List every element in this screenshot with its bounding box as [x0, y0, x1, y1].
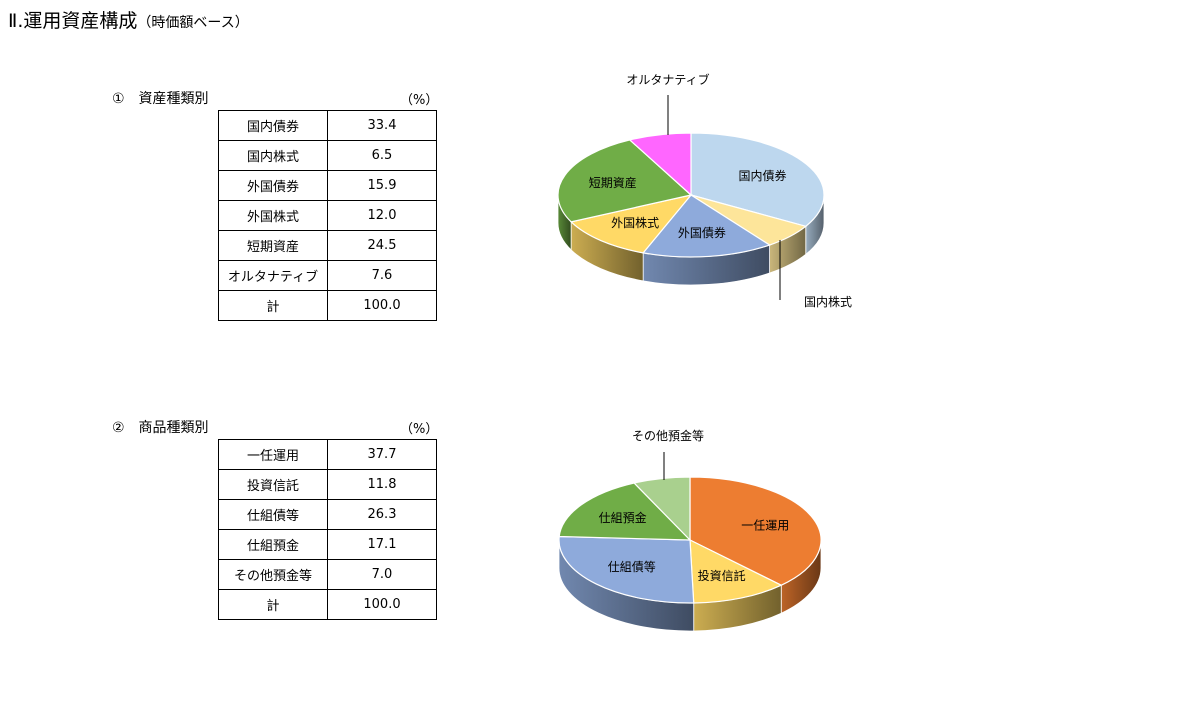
row-value: 15.9 [327, 170, 437, 201]
row-label: 国内債券 [218, 110, 328, 141]
pie-slice [632, 476, 691, 542]
row-value: 6.5 [327, 140, 437, 171]
table-row: 仕組債等 26.3 [218, 499, 437, 530]
row-value: 24.5 [327, 230, 437, 261]
title-text: Ⅱ.運用資産構成 [8, 10, 138, 32]
row-value: 100.0 [327, 290, 437, 321]
pie-slice [689, 539, 783, 604]
pie-slice [642, 194, 771, 258]
row-value: 100.0 [327, 589, 437, 620]
unit-label: （%） [400, 422, 439, 437]
pie-label: 仕組債等 [608, 559, 656, 574]
row-label: 外国債券 [218, 170, 328, 201]
product-table: 一任運用 37.7 投資信託 11.8 仕組債等 26.3 仕組預金 17.1 その他預金等 7.… [218, 439, 437, 620]
row-label: 投資信託 [218, 469, 328, 500]
pie-slice [557, 139, 693, 223]
table-row: 外国債券 15.9 [218, 170, 437, 201]
row-label: 外国株式 [218, 200, 328, 231]
row-value: 7.6 [327, 260, 437, 291]
pie-slice [558, 482, 692, 541]
subtitle-text: （時価額ベース） [137, 15, 249, 31]
table-row: 外国株式 12.0 [218, 200, 437, 231]
pie-slice [628, 132, 692, 197]
row-label: 仕組債等 [218, 499, 328, 530]
table-row: 投資信託 11.8 [218, 469, 437, 500]
pie-label: 国内株式 [804, 294, 852, 309]
pie-slice [689, 476, 822, 586]
pie-slice [569, 194, 693, 254]
row-label: 短期資産 [218, 230, 328, 261]
pie-slice [558, 535, 695, 604]
row-value: 37.7 [327, 439, 437, 470]
row-label: その他預金等 [218, 559, 328, 590]
pie-slice [690, 132, 825, 227]
table-row: オルタナティブ 7.6 [218, 260, 437, 291]
asset-table: 国内債券 33.4 国内株式 6.5 外国債券 15.9 外国株式 12.0 短期資産 24.5 オ… [218, 110, 437, 321]
row-label: 国内株式 [218, 140, 328, 171]
row-value: 17.1 [327, 529, 437, 560]
section-heading-product: ② 商品種類別 [112, 420, 209, 436]
table-row: 短期資産 24.5 [218, 230, 437, 261]
row-label: オルタナティブ [218, 260, 328, 291]
row-value: 11.8 [327, 469, 437, 500]
row-value: 7.0 [327, 559, 437, 590]
section-heading-asset: ① 資産種類別 [112, 91, 209, 107]
pie-label: オルタナティブ [626, 72, 709, 87]
pie-label: 国内債券 [739, 168, 787, 183]
pie-label: 短期資産 [589, 175, 637, 190]
table-row: 計 100.0 [218, 589, 437, 620]
pie-label: 外国債券 [678, 225, 726, 240]
pie-label: 外国株式 [611, 215, 659, 230]
row-label: 仕組預金 [218, 529, 328, 560]
pie-label: 一任運用 [741, 518, 789, 532]
table-row: 計 100.0 [218, 290, 437, 321]
pie-label: 仕組預金 [599, 510, 647, 525]
pie-label: 投資信託 [698, 568, 746, 583]
table-row: 国内株式 6.5 [218, 140, 437, 171]
pie-label: その他預金等 [632, 428, 704, 443]
table-row: その他預金等 7.0 [218, 559, 437, 590]
page-title: Ⅱ.運用資産構成（時価額ベース） [8, 6, 249, 33]
unit-label: （%） [400, 93, 439, 108]
row-value: 26.3 [327, 499, 437, 530]
row-label: 計 [218, 290, 328, 321]
table-row: 仕組預金 17.1 [218, 529, 437, 560]
